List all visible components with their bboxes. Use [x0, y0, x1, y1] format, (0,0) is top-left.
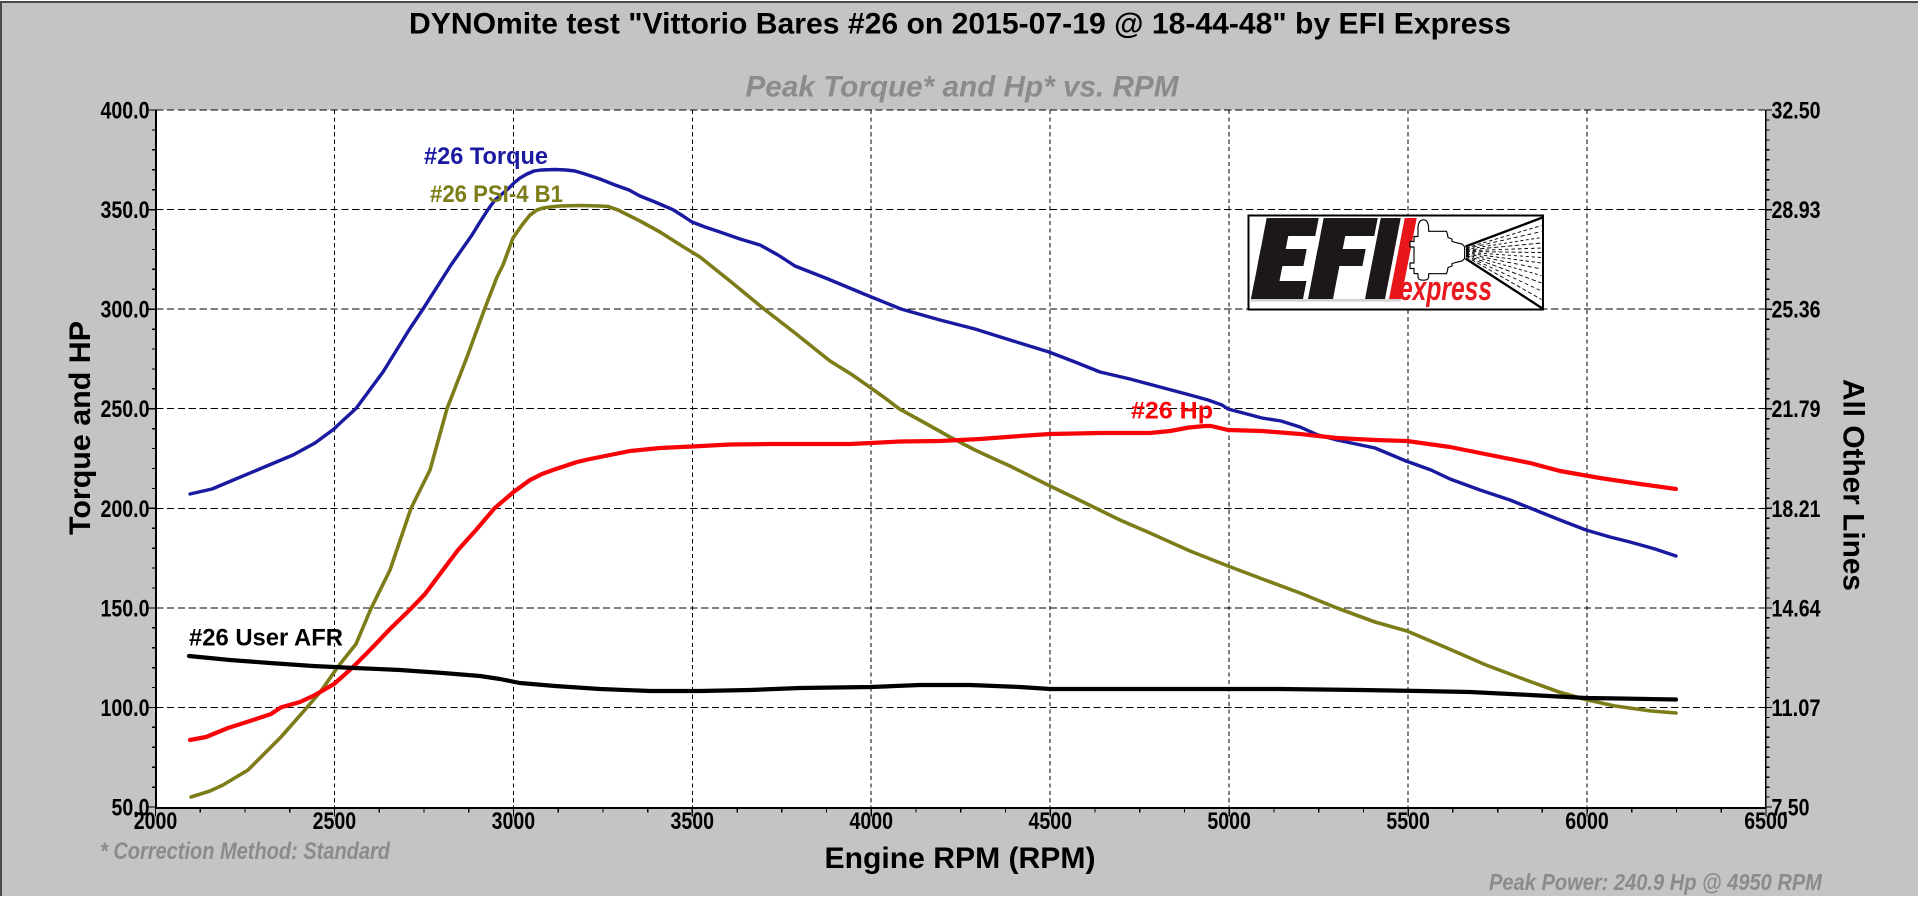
svg-text:11.07: 11.07 [1772, 695, 1821, 722]
svg-text:150.0: 150.0 [101, 595, 150, 622]
svg-text:21.79: 21.79 [1772, 396, 1821, 423]
svg-text:200.0: 200.0 [101, 496, 150, 523]
svg-text:7.50: 7.50 [1772, 795, 1810, 822]
svg-text:25.36: 25.36 [1772, 297, 1821, 324]
svg-text:50.0: 50.0 [112, 795, 150, 822]
svg-text:4500: 4500 [1028, 808, 1072, 835]
svg-text:14.64: 14.64 [1772, 595, 1822, 622]
svg-text:#26 User AFR: #26 User AFR [189, 625, 343, 652]
svg-text:100.0: 100.0 [101, 695, 150, 722]
svg-text:#26 Torque: #26 Torque [424, 143, 548, 170]
svg-text:Torque and HP: Torque and HP [64, 321, 97, 535]
svg-text:* Correction Method: Standard: * Correction Method: Standard [100, 838, 391, 865]
svg-text:3000: 3000 [492, 808, 536, 835]
svg-text:Peak Torque* and Hp* vs. RPM: Peak Torque* and Hp* vs. RPM [746, 71, 1180, 104]
svg-text:3500: 3500 [671, 808, 715, 835]
svg-text:250.0: 250.0 [101, 396, 150, 423]
svg-text:350.0: 350.0 [101, 197, 150, 224]
svg-text:DYNOmite test "Vittorio Bares: DYNOmite test "Vittorio Bares #26 on 201… [409, 8, 1511, 41]
svg-text:express: express [1399, 270, 1492, 308]
svg-text:#26 Hp: #26 Hp [1131, 398, 1213, 425]
svg-text:5000: 5000 [1207, 808, 1251, 835]
svg-text:2500: 2500 [313, 808, 357, 835]
svg-text:All Other Lines: All Other Lines [1837, 379, 1870, 591]
svg-text:18.21: 18.21 [1772, 496, 1821, 523]
svg-text:Engine RPM (RPM): Engine RPM (RPM) [825, 842, 1096, 875]
svg-text:#26 PSI-4 B1: #26 PSI-4 B1 [430, 181, 563, 208]
svg-text:28.93: 28.93 [1772, 197, 1821, 224]
svg-text:300.0: 300.0 [101, 297, 150, 324]
svg-text:6000: 6000 [1565, 808, 1609, 835]
svg-text:5500: 5500 [1386, 808, 1430, 835]
svg-text:Peak Power: 240.9 Hp @ 4950 RP: Peak Power: 240.9 Hp @ 4950 RPM [1489, 869, 1823, 895]
svg-text:2000: 2000 [134, 808, 178, 835]
svg-text:6500: 6500 [1744, 808, 1788, 835]
svg-text:4000: 4000 [850, 808, 894, 835]
svg-text:32.50: 32.50 [1772, 98, 1821, 125]
svg-text:400.0: 400.0 [101, 98, 150, 125]
